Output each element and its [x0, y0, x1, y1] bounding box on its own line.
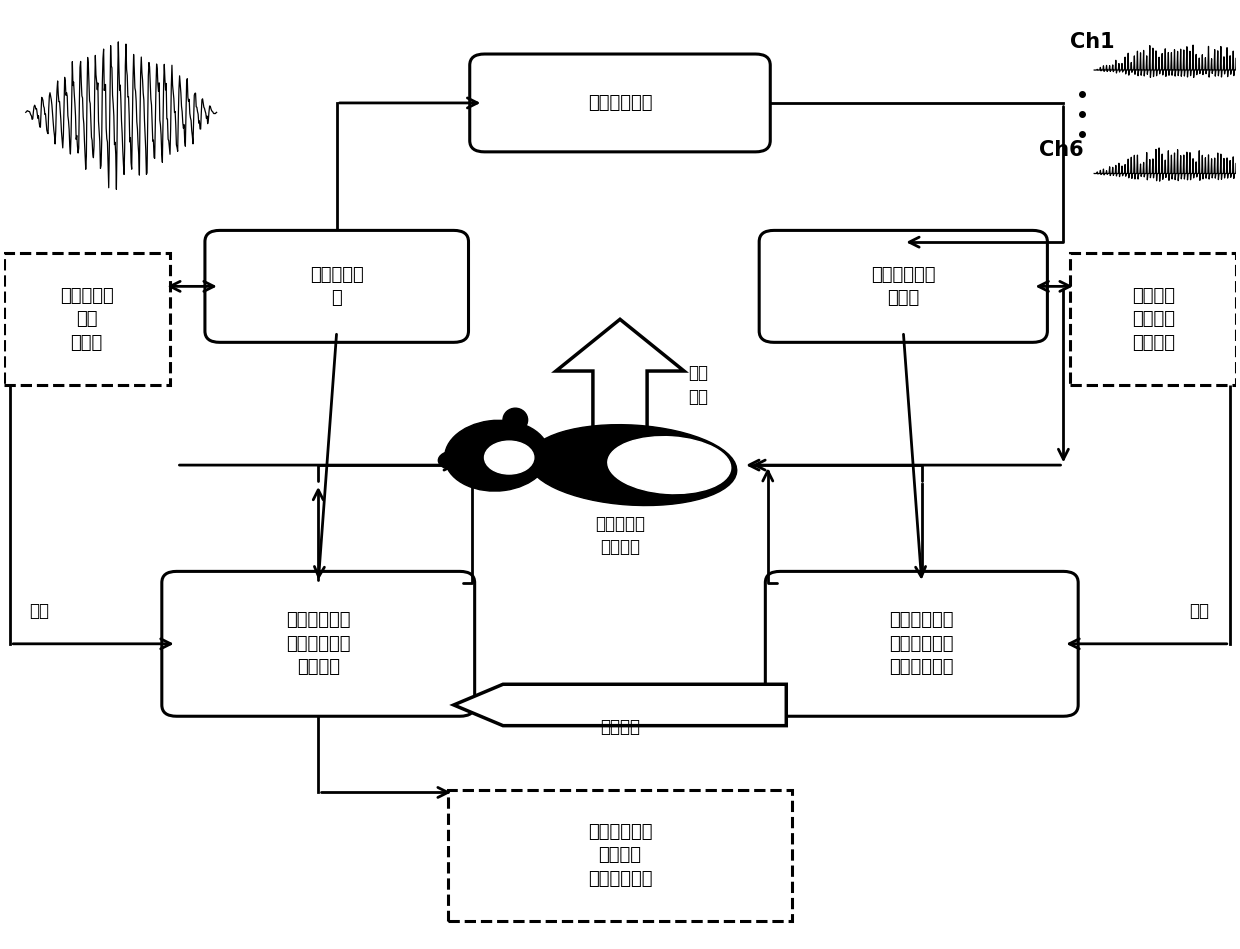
Ellipse shape — [528, 424, 737, 506]
Ellipse shape — [485, 441, 533, 474]
FancyBboxPatch shape — [161, 571, 475, 716]
Text: 刺激强度
刺激频率
刺激位置: 刺激强度 刺激频率 刺激位置 — [1132, 287, 1174, 352]
Text: 原始语音诱发
下丘神经响应
定量模型: 原始语音诱发 下丘神经响应 定量模型 — [286, 611, 351, 677]
Text: Ch1: Ch1 — [1070, 32, 1115, 52]
Polygon shape — [556, 319, 684, 446]
Ellipse shape — [608, 437, 730, 493]
Ellipse shape — [445, 420, 549, 492]
Text: 麻醉状态下
豚鼠下丘: 麻醉状态下 豚鼠下丘 — [595, 515, 645, 556]
Text: 第二共振峰
基频
声压级: 第二共振峰 基频 声压级 — [60, 287, 114, 352]
Text: 影响: 影响 — [29, 602, 48, 620]
Text: 原始声调语
音: 原始声调语 音 — [310, 266, 363, 307]
FancyBboxPatch shape — [759, 231, 1048, 343]
FancyBboxPatch shape — [765, 571, 1078, 716]
Text: 相关程度: 相关程度 — [600, 717, 640, 735]
FancyBboxPatch shape — [1070, 253, 1236, 385]
FancyBboxPatch shape — [470, 54, 770, 152]
Text: Ch6: Ch6 — [1039, 140, 1084, 160]
Polygon shape — [454, 684, 786, 726]
Text: 检验
评估: 检验 评估 — [688, 364, 708, 406]
Text: 语音编码策略: 语音编码策略 — [588, 94, 652, 112]
Text: 神经发放速率
发放间隔
三维空间分布: 神经发放速率 发放间隔 三维空间分布 — [588, 823, 652, 888]
FancyBboxPatch shape — [4, 253, 170, 385]
Ellipse shape — [503, 408, 528, 432]
Text: 特定编码电刺
激信号: 特定编码电刺 激信号 — [870, 266, 935, 307]
Ellipse shape — [438, 451, 469, 470]
FancyBboxPatch shape — [448, 790, 792, 921]
Text: 影响: 影响 — [1189, 602, 1209, 620]
FancyBboxPatch shape — [205, 231, 469, 343]
Text: 特定编码语音
诱发下丘神经
响应定量模型: 特定编码语音 诱发下丘神经 响应定量模型 — [889, 611, 954, 677]
